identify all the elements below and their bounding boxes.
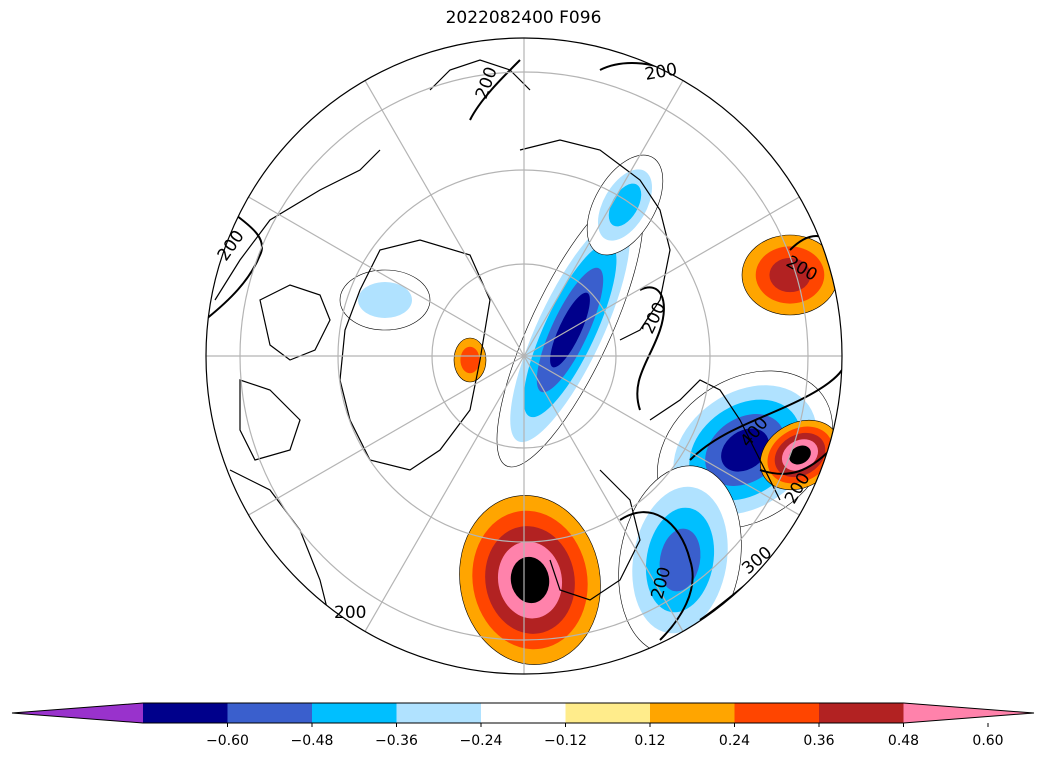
colorbar-tick-label: −0.12 [544, 733, 587, 749]
meridian-line [364, 80, 525, 357]
colorbar-tick-label: 0.12 [634, 733, 665, 749]
anomaly-contour-fill [510, 556, 550, 604]
contour-200-southeast [759, 449, 831, 475]
meridian-line [248, 196, 525, 357]
polar-map: 200 200 200 200 200 200 400 200 200 300 [205, 37, 843, 675]
anomaly-contour-fill [358, 282, 412, 318]
colorbar-segment [903, 703, 1034, 723]
colorbar-segment [12, 703, 143, 723]
colorbar-segment [396, 703, 482, 723]
anomaly-contour-fill [769, 257, 811, 293]
coastline-scandinavia [549, 469, 641, 601]
contour-200-east-mid [636, 286, 665, 411]
coastline-greenland [339, 239, 491, 471]
meridian-line [248, 355, 525, 516]
colorbar-tick-label: −0.36 [375, 733, 418, 749]
colorbar-outline [11, 702, 1035, 724]
colorbar-tick-label: 0.36 [803, 733, 834, 749]
colorbar-tick-label: 0.24 [719, 733, 750, 749]
coastline-eurasia-north [649, 379, 781, 501]
map-boundary [205, 37, 843, 675]
graticule [206, 38, 842, 674]
meridian-line [523, 196, 800, 357]
colorbar-ticks: −0.60 −0.48 −0.36 −0.24 −0.12 0.12 0.24 0.36 0.4… [206, 723, 1004, 749]
coastline-kamchatka [429, 59, 531, 91]
coastline-hudson [239, 379, 301, 461]
anomaly-contour-fill [659, 528, 701, 592]
contour-200-south [619, 511, 694, 641]
meridians [206, 38, 842, 674]
meridian-line [523, 355, 684, 632]
colorbar-segment [481, 703, 566, 723]
colorbar-segment [819, 703, 904, 723]
coastline-canadian-archipelago [259, 284, 331, 361]
colorbar-segment [143, 703, 228, 723]
colorbar: −0.60 −0.48 −0.36 −0.24 −0.12 0.12 0.24 0.36 0.4… [11, 702, 1035, 749]
chart-title: 2022082400 F096 [445, 8, 602, 28]
anomaly-contour-fill [789, 445, 811, 465]
contour-200-west [206, 209, 263, 321]
contour-400 [689, 369, 842, 461]
colorbar-tick-label: 0.60 [972, 733, 1003, 749]
coastline-siberia [519, 139, 671, 341]
colorbar-segment [734, 703, 820, 723]
colorbar-segment [312, 703, 397, 723]
meridian-line [523, 355, 800, 516]
anomaly-contour-fill [460, 346, 480, 374]
colorbar-segment [650, 703, 735, 723]
anomaly-contour-fill [721, 428, 769, 472]
colorbar-tick-label: −0.60 [206, 733, 249, 749]
colorbar-segment [227, 703, 313, 723]
contour-label: 200 [334, 603, 366, 623]
colorbar-segments [11, 702, 1035, 724]
colorbar-tick-label: −0.24 [460, 733, 503, 749]
colorbar-segment [565, 703, 651, 723]
meridian-line [364, 355, 525, 632]
meridian-line [523, 80, 684, 357]
colorbar-tick-label: −0.48 [291, 733, 334, 749]
colorbar-tick-label: 0.48 [888, 733, 919, 749]
